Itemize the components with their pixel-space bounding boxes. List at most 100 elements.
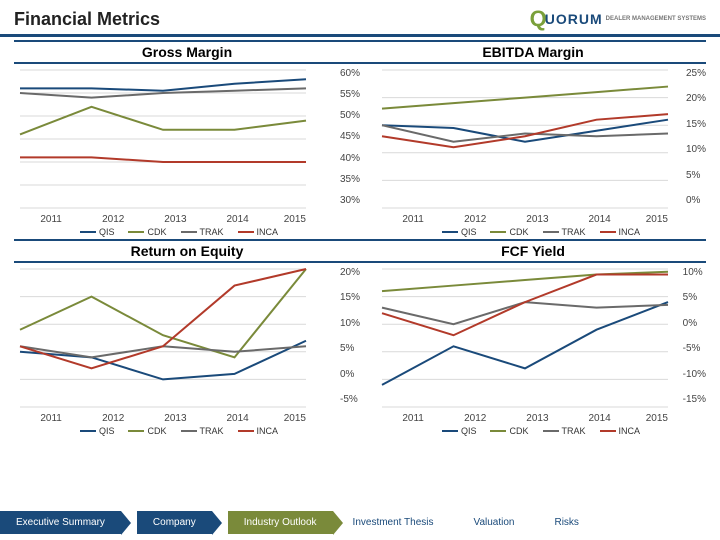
- legend-swatch: [543, 430, 559, 432]
- legend-swatch: [442, 430, 458, 432]
- x-tick-label: 2011: [20, 214, 82, 225]
- x-tick-label: 2012: [444, 214, 506, 225]
- nav-tab-2[interactable]: Industry Outlook: [228, 511, 333, 534]
- chart-legend: QIS CDK TRAK INCA: [376, 227, 706, 237]
- y-tick-label: 50%: [340, 110, 360, 121]
- legend-swatch: [80, 231, 96, 233]
- x-tick-label: 2012: [82, 214, 144, 225]
- legend-item-inca: INCA: [600, 426, 641, 436]
- legend-swatch: [128, 430, 144, 432]
- y-tick-label: 15%: [686, 119, 706, 130]
- legend-label: INCA: [619, 426, 641, 436]
- legend-label: TRAK: [562, 426, 586, 436]
- y-axis-labels: 25%20%15%10%5%0%: [686, 68, 706, 206]
- x-tick-label: 2015: [631, 413, 668, 424]
- legend-swatch: [238, 231, 254, 233]
- chart-fcf: 10% 5% 0% -5% -10% -15% 20112012201320142015 Q…: [360, 263, 706, 436]
- legend-label: INCA: [619, 227, 641, 237]
- page-title: Financial Metrics: [14, 9, 160, 30]
- logo-tagline: DEALER MANAGEMENT SYSTEMS: [606, 16, 706, 22]
- legend-label: TRAK: [200, 227, 224, 237]
- y-tick-label: -15%: [683, 394, 706, 405]
- legend-item-inca: INCA: [238, 227, 279, 237]
- brand-logo: Q UORUM DEALER MANAGEMENT SYSTEMS: [530, 6, 706, 32]
- legend-item-trak: TRAK: [543, 426, 586, 436]
- legend-label: QIS: [99, 227, 115, 237]
- y-tick-label: -5%: [683, 343, 706, 354]
- legend-swatch: [442, 231, 458, 233]
- page-header: Financial Metrics Q UORUM DEALER MANAGEM…: [0, 0, 720, 37]
- legend-swatch: [490, 231, 506, 233]
- charts-row-1: 60%55%50%45%40%35%30%2011201220132014201…: [0, 64, 720, 237]
- legend-swatch: [128, 231, 144, 233]
- nav-tab-5[interactable]: Risks: [534, 511, 598, 534]
- legend-item-inca: INCA: [600, 227, 641, 237]
- legend-item-trak: TRAK: [543, 227, 586, 237]
- y-tick-label: 10%: [340, 318, 360, 329]
- x-tick-label: 2011: [382, 413, 444, 424]
- legend-item-qis: QIS: [80, 227, 115, 237]
- legend-swatch: [600, 430, 616, 432]
- y-tick-label: 0%: [683, 318, 706, 329]
- legend-item-cdk: CDK: [490, 227, 528, 237]
- bottom-nav: Executive Summary Company Industry Outlook…: [0, 511, 599, 534]
- line-chart: [14, 263, 334, 413]
- chart-title-fcf: FCF Yield: [360, 241, 706, 261]
- y-tick-label: 15%: [340, 292, 360, 303]
- series-qis: [382, 120, 668, 142]
- chart-gross-margin: 60%55%50%45%40%35%30%2011201220132014201…: [14, 64, 360, 237]
- series-cdk: [20, 107, 306, 135]
- x-tick-label: 2012: [82, 413, 144, 424]
- x-axis-labels: 20112012201320142015: [14, 214, 306, 225]
- x-tick-label: 2014: [569, 214, 631, 225]
- series-cdk: [20, 269, 306, 357]
- legend-item-cdk: CDK: [490, 426, 528, 436]
- x-tick-label: 2013: [506, 413, 568, 424]
- legend-item-cdk: CDK: [128, 227, 166, 237]
- y-tick-label: 5%: [340, 343, 360, 354]
- nav-tab-0[interactable]: Executive Summary: [0, 511, 121, 534]
- legend-label: CDK: [509, 426, 528, 436]
- y-tick-label: -10%: [683, 369, 706, 380]
- y-tick-label: 10%: [683, 267, 706, 278]
- y-axis-labels: 10% 5% 0% -5% -10% -15%: [683, 267, 706, 405]
- legend-item-qis: QIS: [442, 227, 477, 237]
- y-tick-label: 10%: [686, 144, 706, 155]
- y-tick-label: 5%: [683, 292, 706, 303]
- legend-label: CDK: [147, 227, 166, 237]
- x-axis-labels: 20112012201320142015: [376, 413, 668, 424]
- legend-item-qis: QIS: [80, 426, 115, 436]
- x-tick-label: 2013: [144, 413, 206, 424]
- chart-title-row-1: Gross Margin EBITDA Margin: [14, 40, 706, 64]
- x-tick-label: 2015: [631, 214, 668, 225]
- legend-swatch: [600, 231, 616, 233]
- y-tick-label: 20%: [340, 267, 360, 278]
- legend-swatch: [80, 430, 96, 432]
- nav-tab-3[interactable]: Investment Thesis: [333, 511, 454, 534]
- y-axis-labels: 60%55%50%45%40%35%30%: [340, 68, 360, 206]
- legend-swatch: [490, 430, 506, 432]
- x-tick-label: 2011: [382, 214, 444, 225]
- x-tick-label: 2014: [207, 214, 269, 225]
- charts-row-2: 20%15%10%5%0%-5%20112012201320142015 QIS…: [0, 263, 720, 436]
- line-chart: [14, 64, 334, 214]
- legend-label: QIS: [99, 426, 115, 436]
- chart-ebitda-margin: 25%20%15%10%5%0%20112012201320142015 QIS…: [360, 64, 706, 237]
- x-tick-label: 2015: [269, 413, 306, 424]
- chart-legend: QIS CDK TRAK INCA: [376, 426, 706, 436]
- y-tick-label: 55%: [340, 89, 360, 100]
- y-tick-label: 0%: [686, 195, 706, 206]
- legend-label: INCA: [257, 227, 279, 237]
- y-tick-label: -5%: [340, 394, 360, 405]
- legend-label: TRAK: [562, 227, 586, 237]
- nav-tab-1[interactable]: Company: [137, 511, 212, 534]
- y-tick-label: 60%: [340, 68, 360, 79]
- nav-tab-4[interactable]: Valuation: [454, 511, 535, 534]
- x-tick-label: 2011: [20, 413, 82, 424]
- y-tick-label: 30%: [340, 195, 360, 206]
- legend-item-trak: TRAK: [181, 426, 224, 436]
- legend-swatch: [238, 430, 254, 432]
- legend-label: TRAK: [200, 426, 224, 436]
- y-tick-label: 40%: [340, 153, 360, 164]
- x-tick-label: 2014: [569, 413, 631, 424]
